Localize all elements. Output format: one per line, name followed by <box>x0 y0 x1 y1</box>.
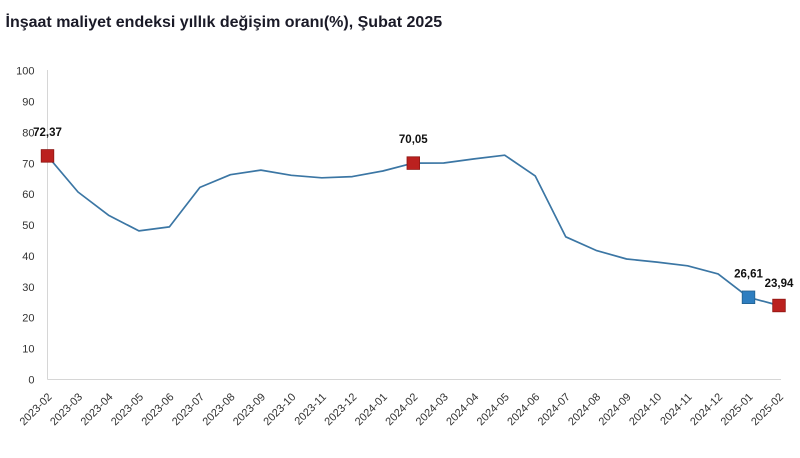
svg-text:İnşaat maliyet endeksi yıllık: İnşaat maliyet endeksi yıllık değişim or… <box>6 13 443 31</box>
svg-text:70,05: 70,05 <box>399 134 428 146</box>
svg-text:80: 80 <box>22 127 34 139</box>
svg-text:0: 0 <box>28 375 34 387</box>
svg-text:70: 70 <box>22 158 34 170</box>
svg-text:100: 100 <box>16 66 34 78</box>
svg-text:90: 90 <box>22 97 34 109</box>
svg-text:60: 60 <box>22 189 34 201</box>
svg-text:72,37: 72,37 <box>33 127 62 139</box>
svg-text:26,61: 26,61 <box>734 268 763 280</box>
svg-text:40: 40 <box>22 251 34 263</box>
svg-text:10: 10 <box>22 344 34 356</box>
svg-text:20: 20 <box>22 313 34 325</box>
svg-text:50: 50 <box>22 220 34 232</box>
svg-text:23,94: 23,94 <box>765 278 794 290</box>
svg-text:30: 30 <box>22 282 34 294</box>
